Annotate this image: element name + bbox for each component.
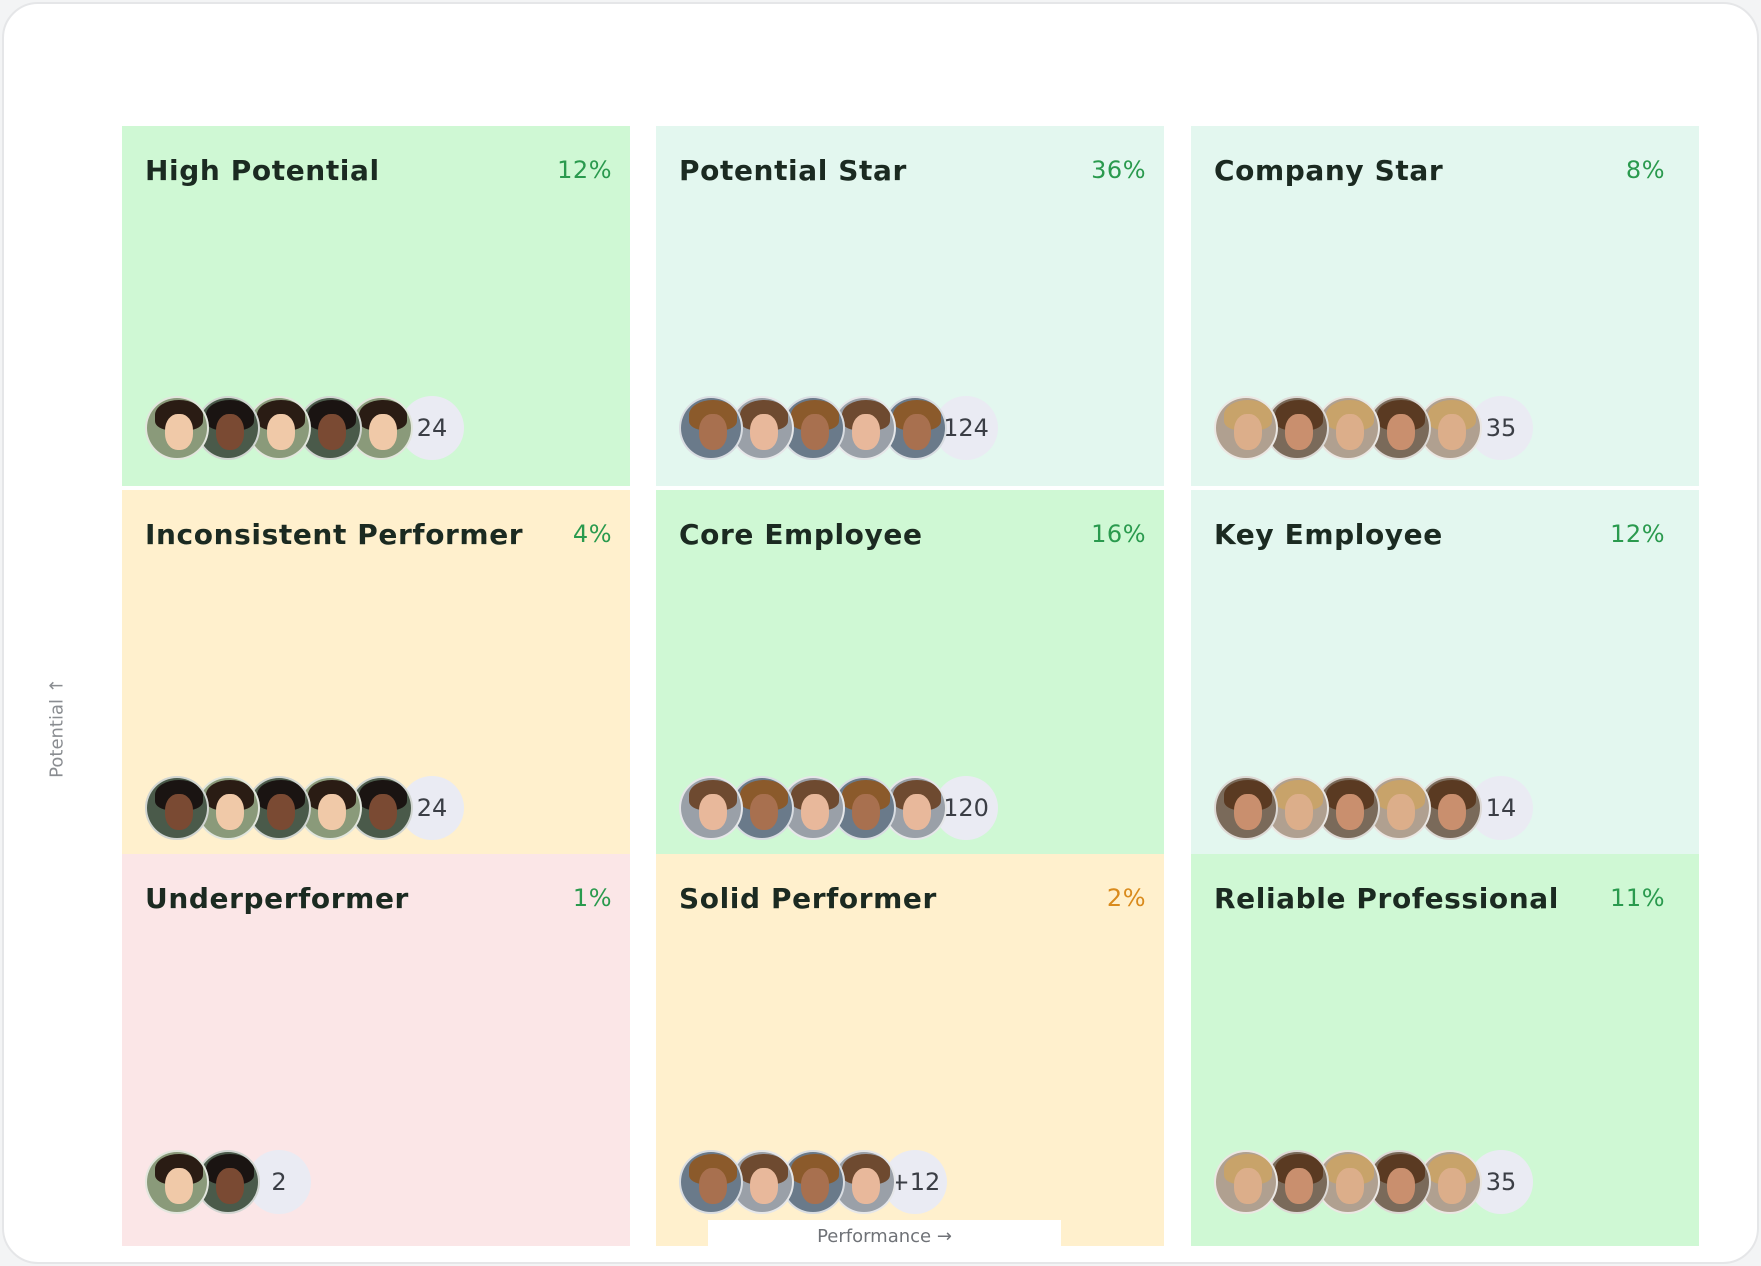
avatar-group[interactable]: 2 bbox=[145, 1150, 311, 1214]
cell-solid-performer[interactable]: Solid Performer 2% +12 bbox=[656, 854, 1164, 1246]
avatar[interactable] bbox=[145, 396, 209, 460]
avatar[interactable] bbox=[145, 1150, 209, 1214]
avatar[interactable] bbox=[781, 776, 845, 840]
cell-key-employee[interactable]: Key Employee 12% 14 bbox=[1191, 490, 1699, 854]
avatar-group[interactable]: 14 bbox=[1214, 776, 1533, 840]
cell-company-star[interactable]: Company Star 8% 35 bbox=[1191, 126, 1699, 486]
avatar-group[interactable]: 24 bbox=[145, 776, 464, 840]
avatar-group[interactable]: 35 bbox=[1214, 1150, 1533, 1214]
cell-title: Key Employee bbox=[1214, 518, 1443, 551]
avatar[interactable] bbox=[679, 776, 743, 840]
avatar[interactable] bbox=[1214, 776, 1278, 840]
cell-title: Company Star bbox=[1214, 154, 1444, 187]
avatar[interactable] bbox=[247, 396, 311, 460]
avatar[interactable] bbox=[679, 1150, 743, 1214]
cell-percentage: 16% bbox=[1091, 520, 1146, 548]
avatar[interactable] bbox=[349, 396, 413, 460]
avatar[interactable] bbox=[1214, 1150, 1278, 1214]
avatar[interactable] bbox=[1316, 396, 1380, 460]
avatar[interactable] bbox=[298, 396, 362, 460]
cell-percentage: 36% bbox=[1091, 156, 1146, 184]
avatar-group[interactable]: 124 bbox=[679, 396, 998, 460]
avatar[interactable] bbox=[196, 1150, 260, 1214]
nine-box-grid: High Potential 12% 24 Potential Star 36% 124 C… bbox=[122, 126, 1699, 1246]
cell-title: Inconsistent Performer bbox=[145, 518, 524, 551]
cell-core-employee[interactable]: Core Employee 16% 120 bbox=[656, 490, 1164, 854]
cell-potential-star[interactable]: Potential Star 36% 124 bbox=[656, 126, 1164, 486]
avatar-group[interactable]: 35 bbox=[1214, 396, 1533, 460]
cell-title: High Potential bbox=[145, 154, 380, 187]
avatar-group[interactable]: 24 bbox=[145, 396, 464, 460]
cell-title: Underperformer bbox=[145, 882, 409, 915]
cell-inconsistent-performer[interactable]: Inconsistent Performer 4% 24 bbox=[122, 490, 630, 854]
avatar-group[interactable]: +12 bbox=[679, 1150, 947, 1214]
avatar[interactable] bbox=[1367, 1150, 1431, 1214]
avatar[interactable] bbox=[832, 1150, 896, 1214]
cell-percentage: 12% bbox=[1610, 520, 1665, 548]
avatar[interactable] bbox=[1265, 1150, 1329, 1214]
cell-underperformer[interactable]: Underperformer 1% 2 bbox=[122, 854, 630, 1246]
avatar[interactable] bbox=[349, 776, 413, 840]
cell-title: Reliable Professional bbox=[1214, 882, 1559, 915]
cell-percentage: 12% bbox=[557, 156, 612, 184]
avatar[interactable] bbox=[832, 396, 896, 460]
avatar[interactable] bbox=[1418, 396, 1482, 460]
cell-percentage: 11% bbox=[1610, 884, 1665, 912]
avatar[interactable] bbox=[679, 396, 743, 460]
cell-percentage: 4% bbox=[572, 520, 612, 548]
avatar[interactable] bbox=[1214, 396, 1278, 460]
cell-title: Solid Performer bbox=[679, 882, 937, 915]
avatar[interactable] bbox=[196, 396, 260, 460]
y-axis-label: Potential ↑ bbox=[46, 678, 68, 778]
avatar[interactable] bbox=[1316, 1150, 1380, 1214]
cell-title: Potential Star bbox=[679, 154, 907, 187]
avatar-group[interactable]: 120 bbox=[679, 776, 998, 840]
avatar[interactable] bbox=[883, 396, 947, 460]
member-count-badge[interactable]: 24 bbox=[400, 396, 464, 460]
avatar[interactable] bbox=[145, 776, 209, 840]
cell-title: Core Employee bbox=[679, 518, 923, 551]
cell-percentage: 1% bbox=[572, 884, 612, 912]
cell-reliable-professional[interactable]: Reliable Professional 11% 35 bbox=[1191, 854, 1699, 1246]
cell-percentage: 2% bbox=[1106, 884, 1146, 912]
cell-high-potential[interactable]: High Potential 12% 24 bbox=[122, 126, 630, 486]
x-axis-label: Performance → bbox=[708, 1220, 1061, 1250]
cell-percentage: 8% bbox=[1625, 156, 1665, 184]
